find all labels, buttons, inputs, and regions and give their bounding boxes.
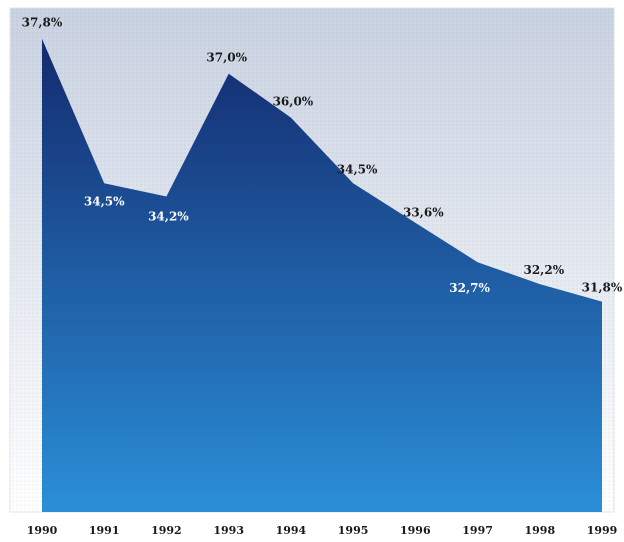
x-tick-label-1998: 1998 bbox=[524, 524, 555, 537]
x-tick-label-1991: 1991 bbox=[89, 524, 120, 537]
x-tick-label-1996: 1996 bbox=[400, 524, 431, 537]
data-label-1995: 34,5% bbox=[337, 162, 378, 176]
data-label-1999: 31,8% bbox=[582, 281, 623, 295]
data-label-1993: 37,0% bbox=[206, 51, 247, 65]
x-tick-label-1994: 1994 bbox=[276, 524, 307, 537]
series-area bbox=[42, 38, 602, 512]
x-tick-label-1995: 1995 bbox=[338, 524, 369, 537]
x-tick-label-1997: 1997 bbox=[462, 524, 493, 537]
data-label-1996: 33,6% bbox=[403, 206, 444, 220]
x-tick-label-1999: 1999 bbox=[587, 524, 618, 537]
x-tick-label-1990: 1990 bbox=[27, 524, 58, 537]
data-label-1994: 36,0% bbox=[273, 95, 314, 109]
data-label-1997: 32,7% bbox=[449, 281, 490, 295]
data-label-1991: 34,5% bbox=[84, 194, 125, 208]
x-tick-label-1993: 1993 bbox=[213, 524, 244, 537]
data-label-1998: 32,2% bbox=[523, 263, 564, 277]
data-label-1990: 37,8% bbox=[22, 16, 63, 30]
x-tick-label-1992: 1992 bbox=[151, 524, 182, 537]
data-label-1992: 34,2% bbox=[148, 210, 189, 224]
